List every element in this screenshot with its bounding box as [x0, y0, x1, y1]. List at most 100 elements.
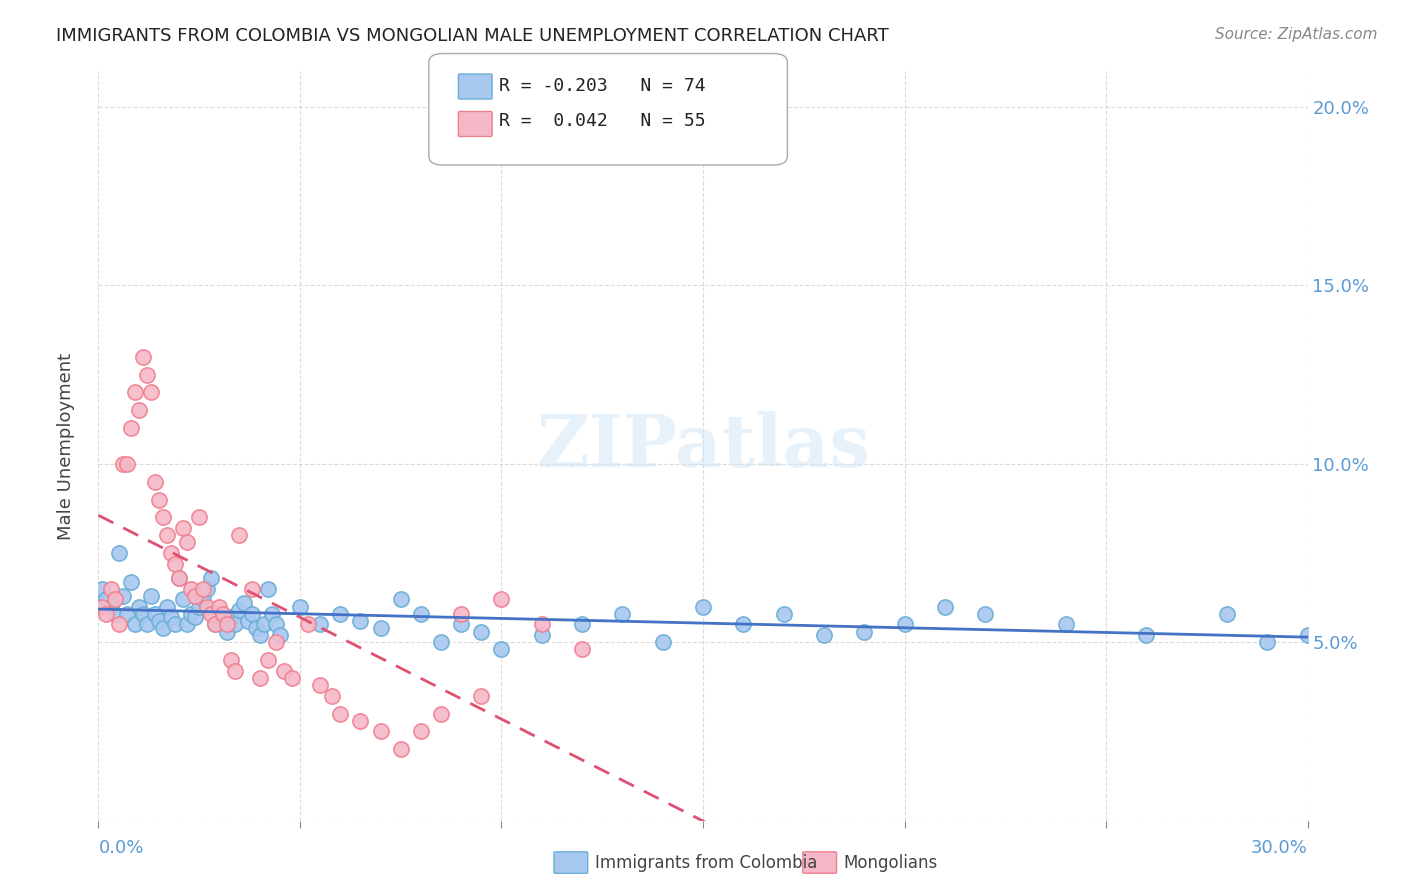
Point	[91, 582, 114, 596]
Point	[132, 350, 155, 364]
Point	[253, 617, 276, 632]
Point	[132, 607, 155, 621]
Point	[212, 607, 235, 621]
Point	[273, 664, 295, 678]
Point	[120, 574, 142, 589]
Point	[224, 664, 246, 678]
Point	[163, 557, 186, 571]
Point	[1296, 628, 1319, 642]
Point	[934, 599, 956, 614]
Point	[853, 624, 876, 639]
Point	[180, 582, 202, 596]
Text: 0.0%: 0.0%	[98, 839, 143, 857]
Point	[236, 614, 259, 628]
Point	[135, 617, 157, 632]
Point	[288, 599, 311, 614]
Point	[124, 617, 146, 632]
Point	[491, 592, 513, 607]
Point	[96, 607, 118, 621]
Point	[148, 492, 170, 507]
Point	[651, 635, 673, 649]
Point	[167, 571, 190, 585]
Point	[228, 603, 250, 617]
Text: 30.0%: 30.0%	[1251, 839, 1308, 857]
Text: R = -0.203   N = 74: R = -0.203 N = 74	[499, 77, 706, 95]
Point	[160, 610, 183, 624]
Point	[430, 635, 453, 649]
Point	[232, 596, 254, 610]
Point	[772, 607, 794, 621]
Point	[571, 642, 593, 657]
Point	[256, 653, 278, 667]
Point	[1316, 642, 1339, 657]
Point	[245, 621, 267, 635]
Point	[124, 385, 146, 400]
Point	[172, 521, 194, 535]
Point	[370, 621, 392, 635]
Point	[156, 528, 179, 542]
Point	[349, 714, 371, 728]
Point	[221, 610, 243, 624]
Point	[269, 628, 291, 642]
Text: Immigrants from Colombia: Immigrants from Colombia	[595, 854, 817, 871]
Point	[184, 610, 207, 624]
Point	[974, 607, 997, 621]
Point	[221, 653, 243, 667]
Point	[571, 617, 593, 632]
Point	[349, 614, 371, 628]
Point	[389, 592, 412, 607]
Point	[1054, 617, 1077, 632]
Point	[143, 607, 166, 621]
Point	[167, 571, 190, 585]
Point	[409, 607, 432, 621]
Point	[103, 592, 125, 607]
Point	[163, 617, 186, 632]
Point	[692, 599, 714, 614]
Point	[409, 724, 432, 739]
Point	[195, 582, 218, 596]
Point	[120, 421, 142, 435]
Point	[612, 607, 634, 621]
Point	[143, 475, 166, 489]
Point	[217, 624, 239, 639]
Text: Mongolians: Mongolians	[844, 854, 938, 871]
Point	[148, 614, 170, 628]
Point	[260, 607, 283, 621]
Text: ZIPatlas: ZIPatlas	[536, 410, 870, 482]
Point	[100, 582, 122, 596]
Point	[188, 599, 211, 614]
Point	[264, 635, 287, 649]
Point	[893, 617, 915, 632]
Point	[1135, 628, 1157, 642]
Point	[281, 671, 304, 685]
Point	[470, 624, 492, 639]
Point	[91, 599, 114, 614]
Point	[249, 628, 271, 642]
Point	[139, 385, 162, 400]
Point	[128, 599, 150, 614]
Point	[450, 607, 472, 621]
Point	[321, 689, 343, 703]
Point	[156, 599, 179, 614]
Point	[491, 642, 513, 657]
Point	[152, 510, 174, 524]
Point	[160, 546, 183, 560]
Point	[1216, 607, 1239, 621]
Point	[115, 457, 138, 471]
Point	[176, 617, 198, 632]
Point	[152, 621, 174, 635]
Point	[128, 403, 150, 417]
Point	[135, 368, 157, 382]
Point	[240, 582, 263, 596]
Point	[195, 599, 218, 614]
Point	[297, 617, 319, 632]
Point	[309, 617, 332, 632]
Point	[530, 628, 553, 642]
Point	[450, 617, 472, 632]
Point	[115, 607, 138, 621]
Point	[217, 617, 239, 632]
Point	[107, 546, 129, 560]
Point	[103, 607, 125, 621]
Point	[96, 592, 118, 607]
Point	[188, 510, 211, 524]
